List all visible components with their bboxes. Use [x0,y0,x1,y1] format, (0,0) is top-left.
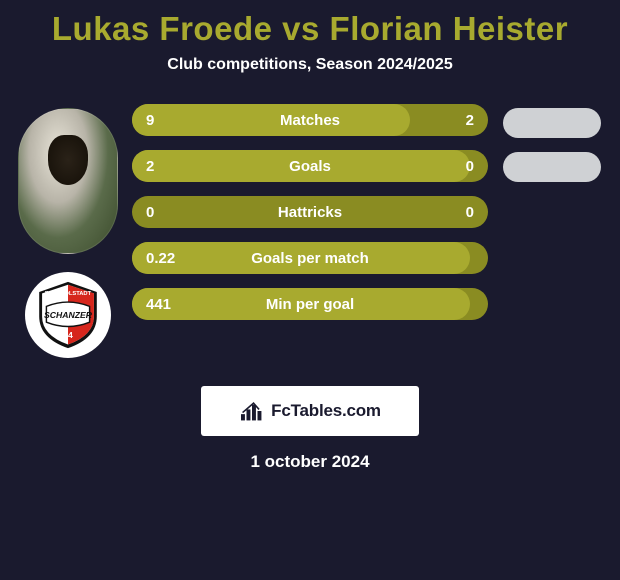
placeholder-oval [503,108,601,138]
stat-row: 0.22 Goals per match [132,242,488,274]
date-text: 1 october 2024 [0,452,620,472]
stat-value-right: 0 [466,204,474,221]
title-player1: Lukas Froede [52,10,273,47]
club-name-bottom: 04 [63,330,73,340]
club-logo: FC INGOLSTADT SCHANZER 04 [25,272,111,358]
stat-value-left: 2 [146,158,154,175]
stats-column: 9 Matches 2 2 Goals 0 0 Hattricks 0 0.22 Goals per… [128,104,492,320]
shield-icon: FC INGOLSTADT SCHANZER 04 [32,279,104,351]
placeholder-oval [503,152,601,182]
stat-value-right: 2 [466,112,474,129]
page-title: Lukas Froede vs Florian Heister [0,10,620,48]
stat-row: 0 Hattricks 0 [132,196,488,228]
right-column [492,104,612,182]
bar-chart-icon [239,400,265,422]
stat-row: 9 Matches 2 [132,104,488,136]
title-vs: vs [282,10,320,47]
stat-value-right: 0 [466,158,474,175]
stat-row: 441 Min per goal [132,288,488,320]
stat-label: Goals per match [251,250,369,267]
stat-label: Min per goal [266,296,354,313]
stat-value-left: 9 [146,112,154,129]
stat-value-left: 0 [146,204,154,221]
club-name-top: FC INGOLSTADT [45,291,92,297]
stat-value-left: 0.22 [146,250,175,267]
brand-box: FcTables.com [201,386,419,436]
left-column: FC INGOLSTADT SCHANZER 04 [8,104,128,358]
club-name-mid: SCHANZER [44,310,93,320]
stat-label: Hattricks [278,204,342,221]
stat-label: Goals [289,158,331,175]
player-photo [18,108,118,254]
stat-fill [132,104,410,136]
subtitle: Club competitions, Season 2024/2025 [0,56,620,74]
stat-value-left: 441 [146,296,171,313]
title-player2: Florian Heister [330,10,569,47]
brand-text: FcTables.com [271,401,381,421]
stat-row: 2 Goals 0 [132,150,488,182]
stat-label: Matches [280,112,340,129]
